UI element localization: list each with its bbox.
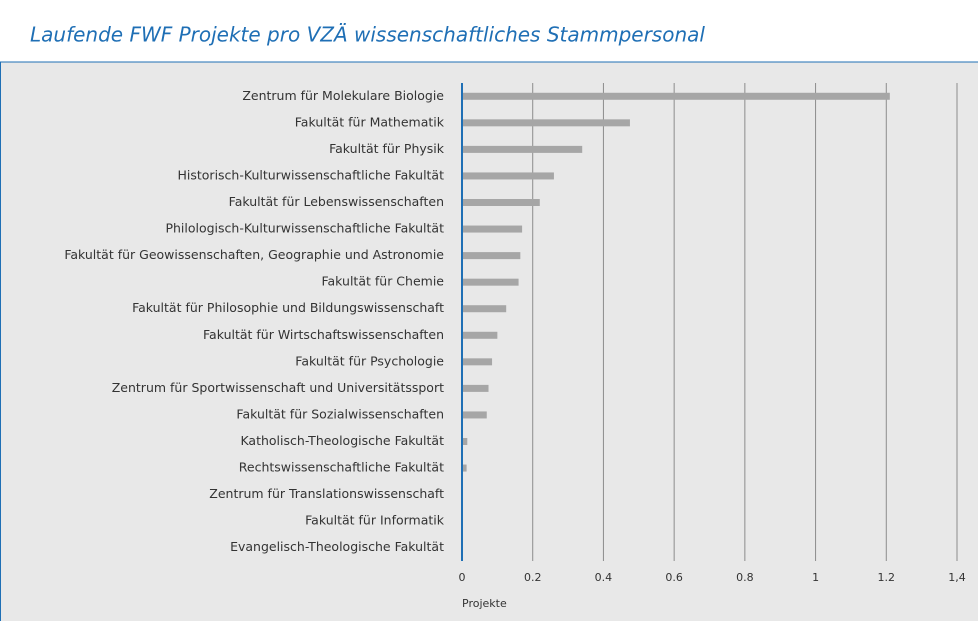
x-tick-label: 0.4 — [595, 571, 613, 584]
x-axis-label: Projekte — [462, 597, 507, 610]
x-tick-label: 0.8 — [736, 571, 754, 584]
y-tick-label: Fakultät für Geowissenschaften, Geograph… — [64, 247, 444, 262]
y-tick-label: Fakultät für Physik — [329, 141, 445, 156]
y-tick-label: Zentrum für Translationswissenschaft — [209, 486, 444, 501]
bar — [462, 384, 489, 392]
bar — [462, 464, 467, 472]
bar — [462, 411, 487, 419]
y-tick-label: Fakultät für Mathematik — [295, 114, 445, 129]
x-tick-label: 1 — [812, 571, 819, 584]
y-tick-label: Zentrum für Sportwissenschaft und Univer… — [112, 380, 444, 395]
x-tick-label: 0 — [459, 571, 466, 584]
bar — [462, 119, 630, 127]
y-tick-label: Fakultät für Informatik — [305, 513, 445, 528]
y-tick-label: Fakultät für Chemie — [321, 274, 444, 289]
y-tick-label: Rechtswissenschaftliche Fakultät — [239, 460, 444, 475]
y-tick-label: Fakultät für Lebenswissenschaften — [229, 194, 444, 209]
y-tick-label: Fakultät für Philosophie und Bildungswis… — [132, 300, 444, 315]
bar — [462, 252, 521, 260]
bar — [462, 358, 493, 366]
y-tick-label: Fakultät für Sozialwissenschaften — [236, 406, 444, 421]
x-tick-label: 0.6 — [665, 571, 683, 584]
chart-title: Laufende FWF Projekte pro VZÄ wissenscha… — [30, 23, 705, 47]
y-tick-label: Philologisch-Kulturwissenschaftliche Fak… — [165, 221, 444, 236]
y-tick-label: Fakultät für Psychologie — [295, 353, 444, 368]
bar — [462, 438, 468, 445]
chart-background — [0, 62, 978, 621]
y-tick-label: Zentrum für Molekulare Biologie — [242, 88, 444, 103]
bar — [462, 199, 540, 206]
y-tick-label: Fakultät für Wirtschaftswissenschaften — [203, 327, 444, 342]
y-tick-label: Historisch-Kulturwissenschaftliche Fakul… — [178, 167, 445, 182]
x-tick-label: 0.2 — [524, 571, 542, 584]
bar — [462, 305, 507, 313]
x-tick-label: 1.2 — [878, 571, 896, 584]
bar — [462, 331, 498, 339]
y-tick-label: Evangelisch-Theologische Fakultät — [230, 539, 444, 554]
bar — [462, 225, 523, 233]
bar — [462, 278, 519, 286]
bar — [462, 172, 554, 180]
x-tick-label: 1,4 — [948, 571, 966, 584]
bar — [462, 145, 583, 153]
title-bar — [0, 0, 978, 62]
bar — [462, 92, 890, 100]
y-tick-label: Katholisch-Theologische Fakultät — [240, 433, 444, 448]
